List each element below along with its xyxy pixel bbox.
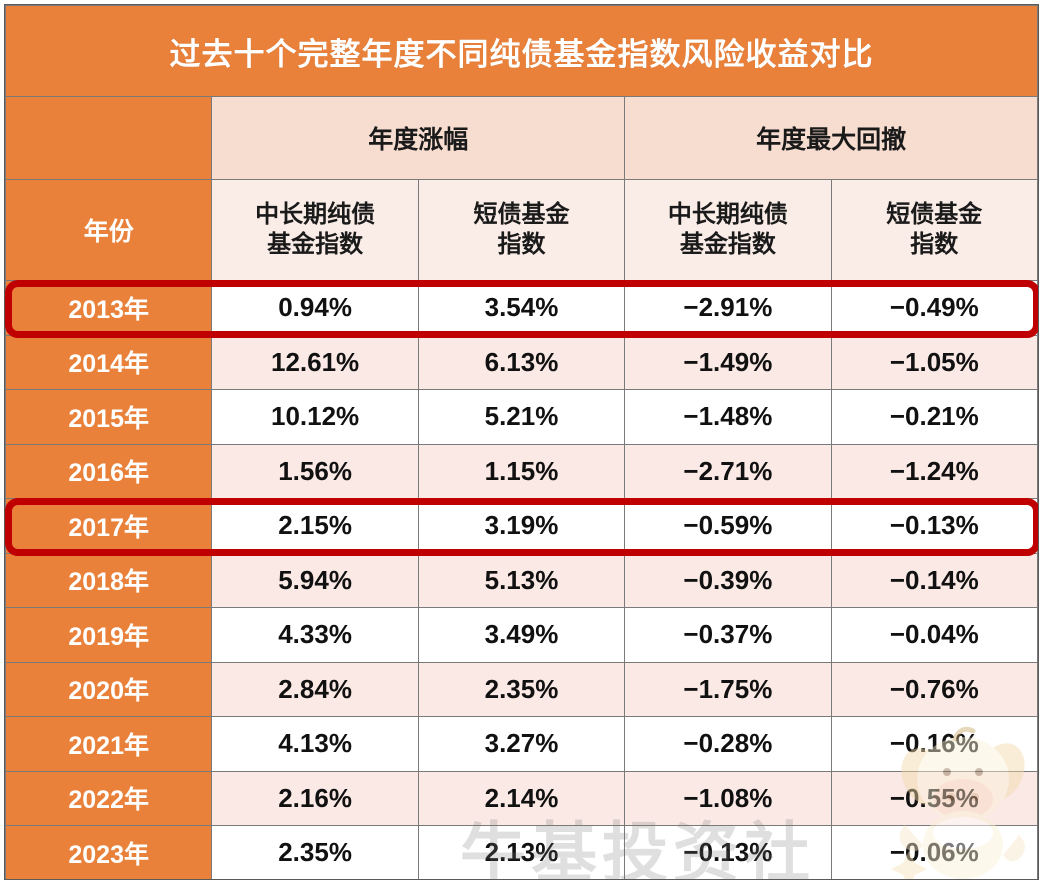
column-header-gain-short-line1: 短债基金 <box>473 201 570 228</box>
cell-drawdown-mid-long: −0.28% <box>624 716 832 772</box>
cell-drawdown-mid-long: −0.39% <box>624 552 832 608</box>
table-title-row: 过去十个完整年度不同纯债基金指数风险收益对比 <box>5 5 1038 97</box>
cell-gain-mid-long: 4.33% <box>211 607 419 663</box>
cell-gain-mid-long: 1.56% <box>211 443 419 499</box>
column-header-gain-mid-long-line1: 中长期纯债 <box>255 201 376 228</box>
cell-year: 2017年 <box>5 498 213 554</box>
table-row: 2021年 4.13% 3.27% −0.28% −0.16% <box>5 716 1038 772</box>
cell-gain-short: 5.21% <box>417 389 626 445</box>
group-header-max-drawdown: 年度最大回撤 <box>624 96 1038 180</box>
table-row: 2018年 5.94% 5.13% −0.39% −0.14% <box>5 552 1038 608</box>
cell-drawdown-mid-long: −1.48% <box>624 389 832 445</box>
cell-gain-short: 3.19% <box>417 498 626 554</box>
cell-drawdown-mid-long: −2.91% <box>624 280 832 336</box>
risk-return-table: 过去十个完整年度不同纯债基金指数风险收益对比 年度涨幅 年度最大回撤 年份 中长… <box>5 5 1038 879</box>
table-row: 2017年 2.15% 3.19% −0.59% −0.13% <box>5 498 1038 554</box>
cell-gain-short: 3.27% <box>417 716 626 772</box>
cell-drawdown-short: −0.21% <box>830 389 1038 445</box>
cell-year: 2013年 <box>5 280 213 336</box>
cell-drawdown-short: −0.49% <box>830 280 1038 336</box>
cell-gain-mid-long: 10.12% <box>211 389 419 445</box>
cell-drawdown-short: −0.76% <box>830 661 1038 717</box>
table-row: 2013年 0.94% 3.54% −2.91% −0.49% <box>5 280 1038 336</box>
cell-gain-short: 3.49% <box>417 607 626 663</box>
cell-year: 2018年 <box>5 552 213 608</box>
cell-drawdown-short: −0.04% <box>830 607 1038 663</box>
cell-gain-mid-long: 2.15% <box>211 498 419 554</box>
cell-year: 2019年 <box>5 607 213 663</box>
cell-gain-mid-long: 5.94% <box>211 552 419 608</box>
cell-gain-mid-long: 4.13% <box>211 716 419 772</box>
cell-drawdown-mid-long: −0.37% <box>624 607 832 663</box>
cell-gain-mid-long: 2.84% <box>211 661 419 717</box>
cell-drawdown-short: −0.16% <box>830 716 1038 772</box>
column-header-drawdown-short-line2: 指数 <box>910 231 959 258</box>
cell-year: 2014年 <box>5 334 213 390</box>
cell-drawdown-short: −0.55% <box>830 770 1038 826</box>
cell-drawdown-short: −0.06% <box>830 825 1038 879</box>
group-header-row: 年度涨幅 年度最大回撤 <box>5 96 1038 180</box>
cell-drawdown-short: −0.14% <box>830 552 1038 608</box>
column-header-gain-short-line2: 指数 <box>497 231 546 258</box>
cell-year: 2021年 <box>5 716 213 772</box>
cell-year: 2022年 <box>5 770 213 826</box>
cell-gain-short: 1.15% <box>417 443 626 499</box>
cell-drawdown-mid-long: −1.49% <box>624 334 832 390</box>
cell-gain-short: 6.13% <box>417 334 626 390</box>
column-header-drawdown-mid-long: 中长期纯债 基金指数 <box>624 179 832 281</box>
group-header-annual-gain: 年度涨幅 <box>211 96 626 180</box>
table-row: 2016年 1.56% 1.15% −2.71% −1.24% <box>5 443 1038 499</box>
cell-gain-mid-long: 12.61% <box>211 334 419 390</box>
table-row: 2022年 2.16% 2.14% −1.08% −0.55% <box>5 770 1038 826</box>
column-header-gain-mid-long-line2: 基金指数 <box>267 231 364 258</box>
risk-return-table-container: 过去十个完整年度不同纯债基金指数风险收益对比 年度涨幅 年度最大回撤 年份 中长… <box>4 4 1039 880</box>
cell-year: 2023年 <box>5 825 213 879</box>
cell-drawdown-mid-long: −1.08% <box>624 770 832 826</box>
cell-gain-short: 3.54% <box>417 280 626 336</box>
cell-gain-mid-long: 0.94% <box>211 280 419 336</box>
column-header-drawdown-mid-long-line2: 基金指数 <box>679 231 776 258</box>
table-row: 2020年 2.84% 2.35% −1.75% −0.76% <box>5 661 1038 717</box>
cell-gain-short: 2.35% <box>417 661 626 717</box>
table-row: 2015年 10.12% 5.21% −1.48% −0.21% <box>5 389 1038 445</box>
column-header-year: 年份 <box>5 179 213 281</box>
column-header-drawdown-short-line1: 短债基金 <box>886 201 983 228</box>
cell-drawdown-short: −1.24% <box>830 443 1038 499</box>
table-row: 2014年 12.61% 6.13% −1.49% −1.05% <box>5 334 1038 390</box>
cell-drawdown-short: −0.13% <box>830 498 1038 554</box>
corner-blank-cell <box>5 96 213 180</box>
cell-drawdown-mid-long: −0.59% <box>624 498 832 554</box>
cell-drawdown-mid-long: −2.71% <box>624 443 832 499</box>
cell-gain-mid-long: 2.16% <box>211 770 419 826</box>
column-header-drawdown-mid-long-line1: 中长期纯债 <box>667 201 788 228</box>
cell-gain-short: 5.13% <box>417 552 626 608</box>
table-row: 2019年 4.33% 3.49% −0.37% −0.04% <box>5 607 1038 663</box>
cell-gain-mid-long: 2.35% <box>211 825 419 879</box>
cell-year: 2020年 <box>5 661 213 717</box>
cell-drawdown-mid-long: −0.13% <box>624 825 832 879</box>
column-header-gain-short: 短债基金 指数 <box>417 179 626 281</box>
cell-year: 2015年 <box>5 389 213 445</box>
table-row: 2023年 2.35% 2.13% −0.13% −0.06% <box>5 825 1038 879</box>
cell-drawdown-short: −1.05% <box>830 334 1038 390</box>
cell-gain-short: 2.13% <box>417 825 626 879</box>
column-header-drawdown-short: 短债基金 指数 <box>830 179 1038 281</box>
cell-year: 2016年 <box>5 443 213 499</box>
page-title: 过去十个完整年度不同纯债基金指数风险收益对比 <box>5 5 1038 97</box>
cell-gain-short: 2.14% <box>417 770 626 826</box>
sub-header-row: 年份 中长期纯债 基金指数 短债基金 指数 中长期纯债 基金指数 短债基金 指数 <box>5 179 1038 281</box>
cell-drawdown-mid-long: −1.75% <box>624 661 832 717</box>
column-header-gain-mid-long: 中长期纯债 基金指数 <box>211 179 419 281</box>
